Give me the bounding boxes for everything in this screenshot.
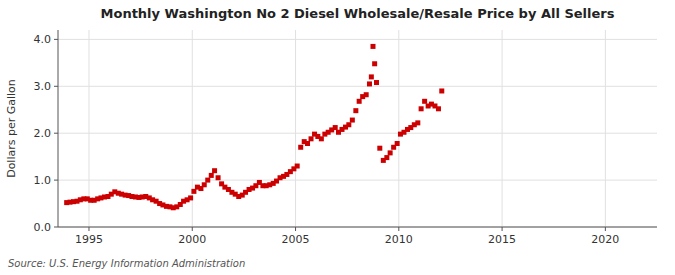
x-grid-line [295, 30, 296, 227]
point [367, 81, 372, 86]
point [202, 182, 207, 187]
x-grid-line [605, 30, 606, 227]
source-note: Source: U.S. Energy Information Administ… [8, 258, 245, 269]
y-tick-label: 0.0 [34, 221, 52, 234]
x-grid-line [502, 30, 503, 227]
axes: 1995 2000 2005 2010 2015 2020 0.0 1.0 2.0 3.0 4.0 [34, 30, 658, 246]
y-tick [54, 133, 58, 134]
x-tick [295, 227, 296, 231]
point [350, 118, 355, 123]
y-tick-label: 4.0 [34, 33, 52, 46]
y-tick [54, 227, 58, 228]
x-tick [192, 227, 193, 231]
x-tick-label: 2015 [488, 233, 516, 246]
point [374, 80, 379, 85]
y-tick [54, 86, 58, 87]
point [295, 164, 300, 169]
y-tick-label: 2.0 [34, 127, 52, 140]
point [369, 74, 374, 79]
y-tick-label: 3.0 [34, 80, 52, 93]
y-grid-line [58, 39, 657, 40]
points [64, 44, 444, 210]
point [364, 92, 369, 97]
x-tick-label: 2020 [591, 233, 619, 246]
point [346, 122, 351, 127]
title: Monthly Washington No 2 Diesel Wholesale… [101, 6, 615, 21]
x-tick-label: 2010 [385, 233, 413, 246]
x-tick-label: 2000 [178, 233, 206, 246]
y-grid-line [58, 180, 657, 181]
point [333, 125, 338, 130]
y-grid-line [58, 86, 657, 87]
x-axis-line [58, 227, 657, 228]
point [439, 88, 444, 93]
grid [58, 30, 657, 227]
point [357, 99, 362, 104]
point [370, 44, 375, 49]
point [309, 136, 314, 141]
point [188, 195, 193, 200]
point [298, 145, 303, 150]
y-tick [54, 39, 58, 40]
y-tick [54, 180, 58, 181]
x-tick [605, 227, 606, 231]
x-tick [398, 227, 399, 231]
x-tick [502, 227, 503, 231]
point [319, 136, 324, 141]
y-grid-line [58, 227, 657, 228]
point [372, 61, 377, 66]
x-grid-line [398, 30, 399, 227]
chart: 1995 2000 2005 2010 2015 2020 0.0 1.0 2.0 3.0 4.0 M… [0, 0, 675, 275]
point [422, 99, 427, 104]
point [205, 178, 210, 183]
point [388, 150, 393, 155]
point [436, 106, 441, 111]
y-grid-line [58, 133, 657, 134]
point [305, 141, 310, 146]
x-tick [88, 227, 89, 231]
point [377, 146, 382, 151]
point [209, 173, 214, 178]
x-tick-label: 2005 [282, 233, 310, 246]
y-axis-label: Dollars per Gallon [5, 79, 18, 178]
y-axis-line [58, 30, 59, 227]
point [384, 155, 389, 160]
point [216, 175, 221, 180]
point [419, 106, 424, 111]
y-tick-label: 1.0 [34, 174, 52, 187]
point [353, 108, 358, 113]
point [395, 141, 400, 146]
x-tick-label: 1995 [75, 233, 103, 246]
point [415, 120, 420, 125]
point [212, 168, 217, 173]
